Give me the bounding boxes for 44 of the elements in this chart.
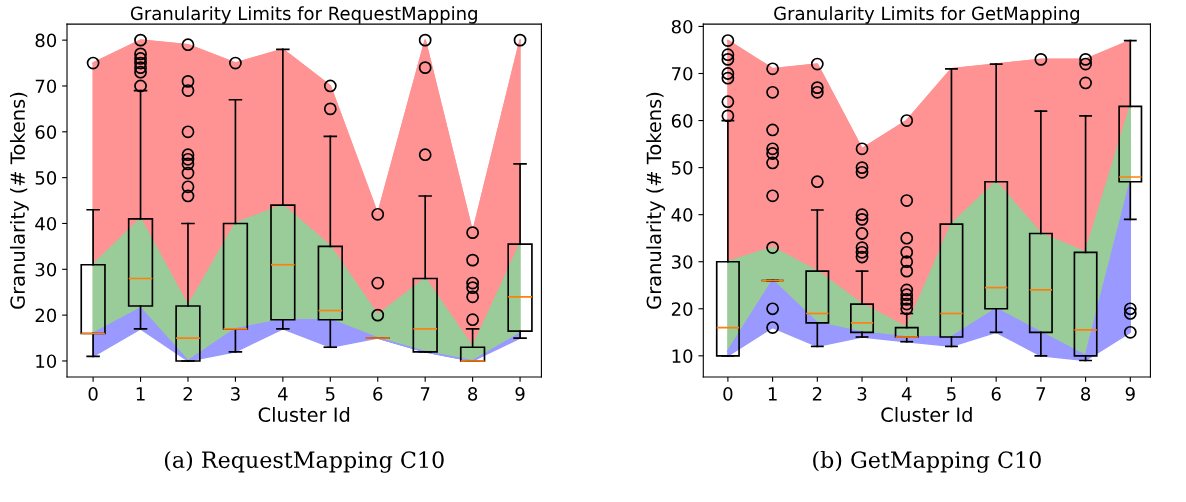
y-tick-label: 80 (35, 33, 57, 48)
y-tick-label: 60 (35, 125, 57, 139)
y-tick-label: 70 (672, 66, 693, 81)
x-tick-label: 7 (420, 387, 430, 401)
x-tick-label: 1 (768, 387, 777, 401)
x-tick-label: 6 (373, 387, 383, 401)
text: (a) RequestMapping C10 (164, 450, 444, 473)
y-axis-title: Granularity (# Tokens) (646, 92, 666, 309)
x-axis-title: Cluster Id (258, 406, 350, 423)
x-tick-label: 9 (1125, 387, 1135, 401)
x-tick-label: 1 (136, 387, 145, 401)
text: (b) GetMapping C10 (813, 450, 1041, 473)
y-tick-label: 10 (36, 354, 57, 369)
y-axis-title: Granularity (# Tokens) (9, 92, 29, 309)
x-tick-label: 2 (812, 387, 822, 401)
y-tick-label: 40 (671, 208, 693, 222)
y-tick-label: 50 (671, 161, 693, 175)
x-tick-label: 4 (901, 387, 912, 401)
x-axis-title: Cluster Id (881, 406, 972, 423)
y-tick-label: 70 (35, 79, 57, 94)
y-tick-label: 10 (672, 349, 693, 363)
y-tick-label: 60 (671, 114, 693, 128)
x-tick-label: 2 (183, 387, 192, 401)
y-tick-label: 20 (671, 302, 693, 316)
y-tick-label: 50 (35, 171, 57, 185)
y-tick-label: 80 (671, 19, 693, 34)
x-tick-label: 0 (723, 387, 733, 401)
x-tick-label: 3 (857, 387, 867, 401)
y-tick-label: 20 (35, 308, 57, 323)
y-tick-label: 40 (35, 216, 57, 231)
x-tick-label: 7 (1036, 387, 1046, 401)
x-tick-label: 5 (325, 387, 335, 401)
y-tick-label: 30 (671, 255, 693, 269)
x-tick-label: 0 (88, 387, 98, 401)
x-tick-label: 4 (278, 387, 288, 401)
x-tick-label: 5 (947, 387, 956, 401)
chart-title: Granularity Limits for GetMapping (774, 6, 1079, 24)
x-tick-label: 6 (991, 387, 1001, 401)
x-tick-label: 8 (468, 387, 478, 401)
x-tick-label: 9 (515, 387, 525, 401)
y-tick-label: 30 (35, 262, 57, 277)
x-tick-label: 8 (1081, 387, 1091, 401)
chart-title: Granularity Limits for RequestMapping (130, 6, 477, 24)
x-tick-label: 3 (231, 387, 240, 401)
